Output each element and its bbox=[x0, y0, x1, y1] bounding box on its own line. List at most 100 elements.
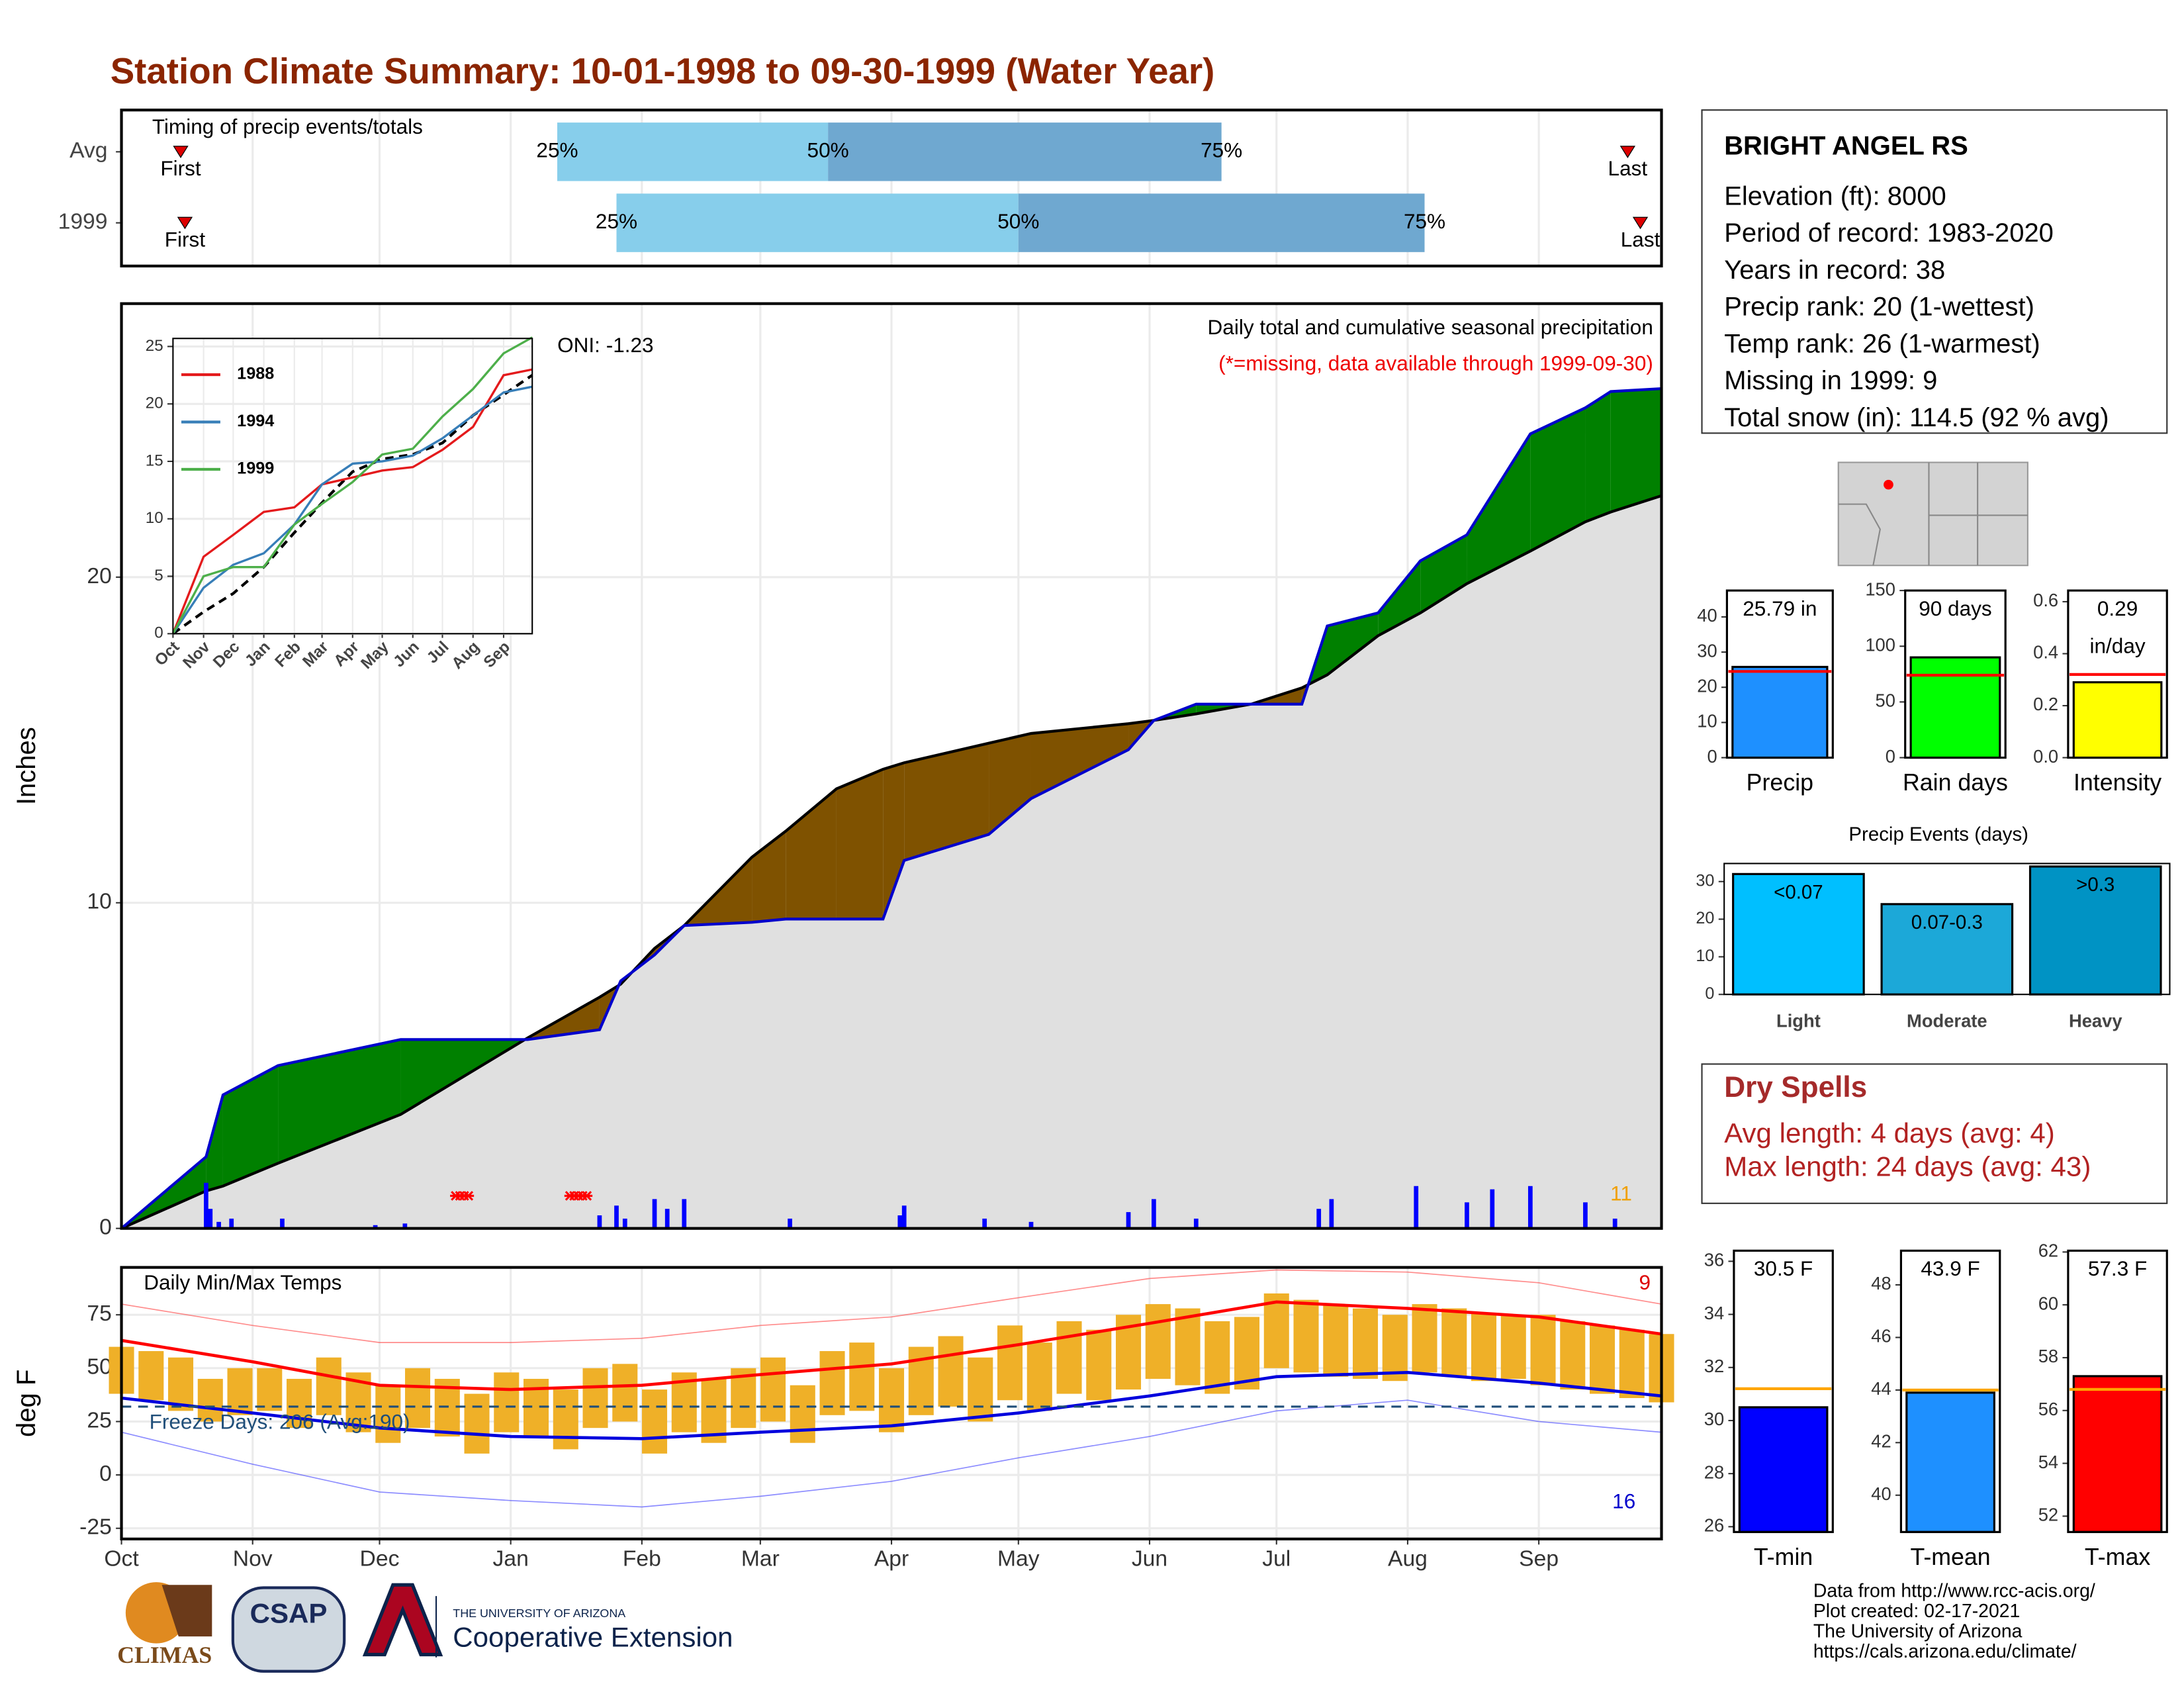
y-tick-label: -25 bbox=[79, 1515, 112, 1540]
dry-spell-line: Avg length: 4 days (avg: 4) bbox=[1724, 1117, 2055, 1149]
y-tick-label: 0 bbox=[1707, 746, 1717, 767]
y-tick-label: 20 bbox=[87, 564, 111, 588]
daily-bar bbox=[1329, 1199, 1334, 1229]
legend-label: 1999 bbox=[237, 459, 274, 478]
quartile-bar bbox=[828, 122, 1222, 181]
y-tick-label: 20 bbox=[1696, 909, 1714, 927]
y-tick-label: 48 bbox=[1871, 1273, 1891, 1293]
value-label: 90 days bbox=[1919, 596, 1992, 620]
plot-frame bbox=[1723, 863, 2171, 996]
daily-range bbox=[1619, 1329, 1645, 1398]
y-tick-label: 30 bbox=[1696, 871, 1714, 890]
y-tick-label: 150 bbox=[1865, 579, 1895, 599]
x-tick-label: Jan bbox=[493, 1546, 529, 1571]
daily-bar bbox=[897, 1215, 903, 1229]
daily-range bbox=[1471, 1312, 1497, 1382]
bar bbox=[2072, 1375, 2163, 1533]
daily-range bbox=[227, 1368, 253, 1415]
quartile-bar bbox=[616, 193, 1019, 252]
y-tick-label: 54 bbox=[2038, 1452, 2058, 1472]
unit-label: in/day bbox=[2089, 634, 2145, 658]
credit-line: The University of Arizona bbox=[1813, 1620, 2023, 1642]
value-label: 30.5 F bbox=[1754, 1256, 1813, 1280]
y-tick-label: 26 bbox=[1704, 1515, 1724, 1536]
daily-range bbox=[879, 1368, 905, 1432]
category-label: Intensity bbox=[2073, 769, 2161, 796]
station-dot bbox=[1884, 479, 1893, 490]
daily-bar bbox=[652, 1199, 657, 1229]
deficit-area bbox=[904, 743, 989, 861]
ua-logo bbox=[362, 1583, 443, 1657]
station-line: Years in record: 38 bbox=[1724, 256, 1945, 285]
y-tick-label: 0 bbox=[1705, 984, 1714, 1003]
observed-line bbox=[120, 387, 1662, 1230]
deficit-area bbox=[1030, 724, 1129, 799]
y-tick-label: 30 bbox=[1697, 640, 1717, 661]
station-line: Elevation (ft): 8000 bbox=[1724, 181, 1946, 211]
daily-bar bbox=[1028, 1221, 1034, 1229]
quartile-label: 75% bbox=[1404, 209, 1445, 233]
daily-bar bbox=[208, 1209, 213, 1229]
record-line bbox=[121, 1399, 1662, 1508]
plots: Timing of precip events/totals Avg 25% 50% 7… bbox=[12, 109, 2171, 1571]
daily-range bbox=[1056, 1321, 1082, 1394]
station-line: Temp rank: 26 (1-warmest) bbox=[1724, 329, 2040, 358]
daily-bar bbox=[229, 1218, 234, 1229]
dry-spells-box bbox=[1701, 1063, 2168, 1204]
bin-label: >0.3 bbox=[2076, 874, 2115, 896]
daily-range bbox=[138, 1351, 164, 1401]
surplus-area bbox=[278, 1039, 401, 1164]
category-label: Precip bbox=[1747, 769, 1813, 796]
quartile-label: 50% bbox=[807, 138, 849, 162]
y-tick-label: 25 bbox=[146, 337, 163, 355]
normal-line bbox=[121, 1370, 1662, 1440]
station-lines: Elevation (ft): 8000 Period of record: 19… bbox=[1724, 181, 2109, 432]
deficit-area bbox=[836, 769, 884, 919]
daily-range bbox=[494, 1372, 520, 1432]
station-line: Missing in 1999: 9 bbox=[1724, 366, 1937, 395]
x-tick-label: Mar bbox=[741, 1546, 780, 1571]
daily-range bbox=[375, 1385, 401, 1443]
category-label: Rain days bbox=[1903, 769, 2008, 796]
bar bbox=[1738, 1406, 1829, 1533]
daily-range bbox=[1323, 1304, 1349, 1377]
daily-range bbox=[790, 1385, 815, 1443]
daily-range bbox=[1175, 1308, 1201, 1385]
map-bg bbox=[1837, 461, 2028, 567]
y-tick-label: 28 bbox=[1704, 1462, 1724, 1482]
plot-frame bbox=[1904, 589, 2007, 759]
credit-line: https://cals.arizona.edu/climate/ bbox=[1813, 1641, 2077, 1662]
y-tick-label: 0.2 bbox=[2033, 694, 2058, 714]
daily-range bbox=[1441, 1308, 1467, 1377]
credit-line: Plot created: 02-17-2021 bbox=[1813, 1601, 2021, 1622]
daily-range bbox=[316, 1357, 341, 1415]
daily-range bbox=[1353, 1308, 1379, 1379]
legend-label: 1994 bbox=[237, 412, 274, 430]
daily-bar bbox=[1152, 1199, 1156, 1229]
daily-range bbox=[1086, 1329, 1112, 1401]
daily-range bbox=[612, 1364, 638, 1422]
count-label: 11 bbox=[1610, 1182, 1632, 1205]
station-line: Precip rank: 20 (1-wettest) bbox=[1724, 293, 2034, 322]
daily-range bbox=[257, 1368, 283, 1411]
y-tick-label: 50 bbox=[87, 1355, 111, 1380]
y-tick-label: 0 bbox=[154, 624, 163, 642]
x-tick-label: Jun bbox=[1132, 1546, 1167, 1571]
record-line bbox=[121, 1269, 1662, 1343]
surplus-area bbox=[222, 1065, 279, 1186]
daily-range bbox=[1590, 1325, 1615, 1394]
daily-range bbox=[405, 1368, 431, 1429]
daily-range bbox=[938, 1336, 964, 1407]
row-label: 1999 bbox=[58, 210, 108, 234]
bin-label: 0.07-0.3 bbox=[1911, 912, 1983, 933]
y-tick-label: 10 bbox=[1697, 711, 1717, 731]
y-tick-label: 75 bbox=[87, 1301, 111, 1326]
event-marker bbox=[1632, 216, 1649, 230]
bar bbox=[1732, 872, 1865, 996]
quartile-label: 25% bbox=[596, 209, 637, 233]
logo-text: THE UNIVERSITY OF ARIZONA bbox=[453, 1607, 625, 1620]
daily-range bbox=[582, 1368, 608, 1429]
missing-marker bbox=[463, 1191, 475, 1201]
dry-spells-title: Dry Spells bbox=[1724, 1071, 1867, 1103]
page-title: Station Climate Summary: 10-01-1998 to 0… bbox=[111, 50, 1215, 91]
